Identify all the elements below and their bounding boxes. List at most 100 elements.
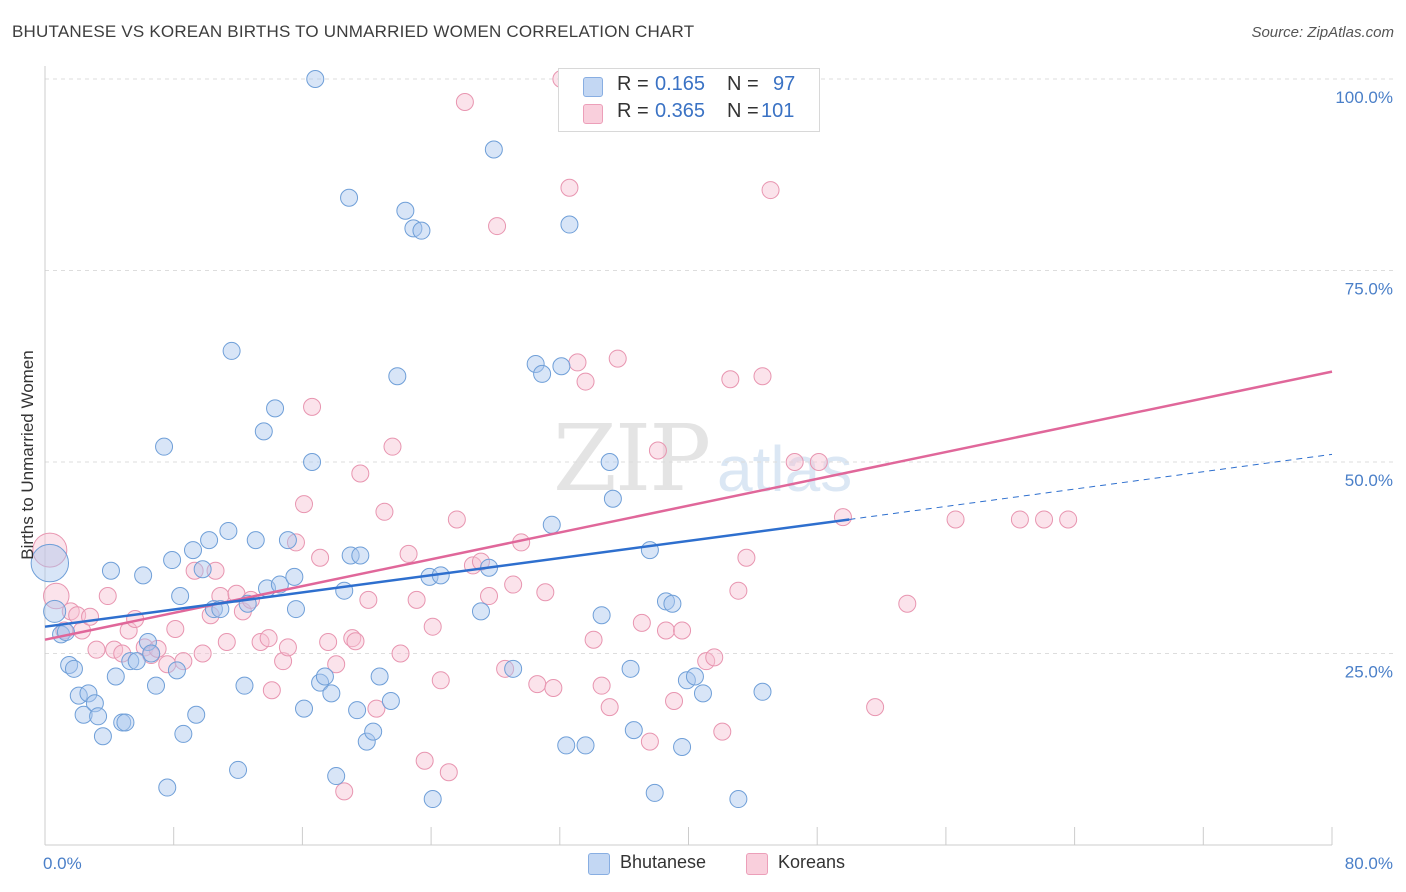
korean-point — [584, 630, 603, 649]
bhutanese-point — [357, 732, 376, 751]
bhutanese-point — [603, 489, 622, 508]
korean-point — [98, 587, 117, 606]
bhutanese-point — [600, 453, 619, 471]
korean-point — [809, 453, 828, 471]
bhutanese-point — [286, 600, 305, 619]
korean-point — [665, 691, 684, 710]
korean-point — [32, 532, 68, 568]
bhutanese-point — [89, 707, 108, 726]
bhutanese-point — [348, 701, 367, 720]
bhutanese-point — [200, 531, 219, 550]
bhutanese-point — [306, 70, 325, 88]
legend-n-value: 97 — [773, 73, 796, 95]
korean-point — [447, 510, 466, 529]
bhutanese-point — [64, 659, 83, 678]
korean-point — [544, 678, 563, 697]
korean-point — [193, 644, 212, 663]
korean-point — [536, 583, 555, 602]
bhutanese-point — [388, 367, 407, 386]
bhutanese-points — [30, 70, 772, 809]
korean-point — [833, 508, 852, 527]
watermark-atlas: atlas — [717, 433, 853, 505]
korean-point — [1059, 510, 1078, 529]
korean-point — [391, 644, 410, 663]
bhutanese-point — [295, 699, 314, 718]
korean-point — [721, 370, 740, 389]
bhutanese-point — [56, 623, 75, 642]
bhutanese-point — [621, 659, 640, 678]
bhutanese-point — [592, 606, 611, 625]
korean-point — [319, 633, 338, 652]
y-tick-label: 25.0% — [1345, 663, 1393, 682]
bhutanese-point — [127, 652, 146, 671]
korean-point — [166, 619, 185, 638]
korean-point — [1010, 510, 1029, 529]
bhutanese-point — [526, 354, 545, 373]
bhutanese-point — [315, 667, 334, 686]
bhutanese-point — [285, 567, 304, 586]
bhutanese-point — [311, 673, 330, 692]
bhutanese-point — [74, 705, 93, 724]
korean-point — [1035, 510, 1054, 529]
korean-point — [705, 648, 724, 667]
bhutanese-point — [121, 652, 140, 671]
trend-layer — [44, 370, 1333, 641]
koreans-trend-line — [44, 370, 1333, 641]
bhutanese-point — [576, 736, 595, 755]
bhutanese-trend-extension — [849, 453, 1333, 520]
bhutanese-point — [322, 684, 341, 703]
korean-point — [87, 640, 106, 659]
korean-point — [568, 353, 587, 372]
korean-point — [367, 699, 386, 718]
korean-point — [407, 590, 426, 609]
bhutanese-point — [340, 188, 359, 207]
korean-point — [729, 581, 748, 600]
bhutanese-point — [219, 521, 238, 540]
bhutanese-point — [278, 531, 297, 550]
bhutanese-point — [693, 684, 712, 703]
legend-n-value: 101 — [761, 100, 795, 122]
legend-r-value: 0.365 — [655, 100, 706, 122]
korean-point — [673, 621, 692, 640]
bhutanese-point — [560, 215, 579, 234]
bhutanese-point — [381, 691, 400, 710]
korean-point — [335, 782, 354, 801]
korean-point — [640, 732, 659, 751]
bhutanese-point — [187, 705, 206, 724]
tick-labels: 25.0% 50.0% 75.0% 100.0% 0.0% 80.0% — [43, 88, 1393, 873]
korean-point — [346, 632, 365, 651]
bhutanese-point — [303, 453, 322, 471]
bhutanese-trend-line — [44, 518, 850, 628]
bhutanese-point — [235, 676, 254, 695]
bhutanese-point — [30, 543, 70, 583]
bhutanese-point — [335, 581, 354, 600]
bhutanese-point — [624, 721, 643, 740]
korean-point — [431, 671, 450, 690]
bhutanese-point — [673, 737, 692, 756]
korean-point — [648, 441, 667, 460]
bhutanese-point — [364, 722, 383, 741]
bhutanese-point — [753, 682, 772, 701]
bhutanese-point — [116, 713, 135, 732]
x-tick-label: 80.0% — [1345, 854, 1393, 873]
bhutanese-point — [351, 546, 370, 565]
korean-point — [148, 639, 167, 658]
bhutanese-point — [142, 644, 161, 663]
bhutanese-point — [163, 551, 182, 570]
korean-point — [415, 751, 434, 770]
korean-point — [898, 594, 917, 613]
bhutanese-point — [542, 515, 561, 534]
korean-point — [423, 617, 442, 636]
korean-point — [295, 495, 314, 514]
legend-n-label: N = — [727, 100, 759, 122]
korean-point — [560, 178, 579, 197]
bhutanese-point — [193, 560, 212, 579]
koreans-label: Koreans — [778, 852, 846, 872]
legend-r-label: R = — [617, 73, 649, 95]
legend-r-value: 0.165 — [655, 73, 706, 95]
y-tick-label: 100.0% — [1335, 88, 1393, 107]
korean-point — [632, 613, 651, 632]
bhutanese-point — [222, 341, 241, 360]
bhutanese-point — [101, 561, 120, 580]
